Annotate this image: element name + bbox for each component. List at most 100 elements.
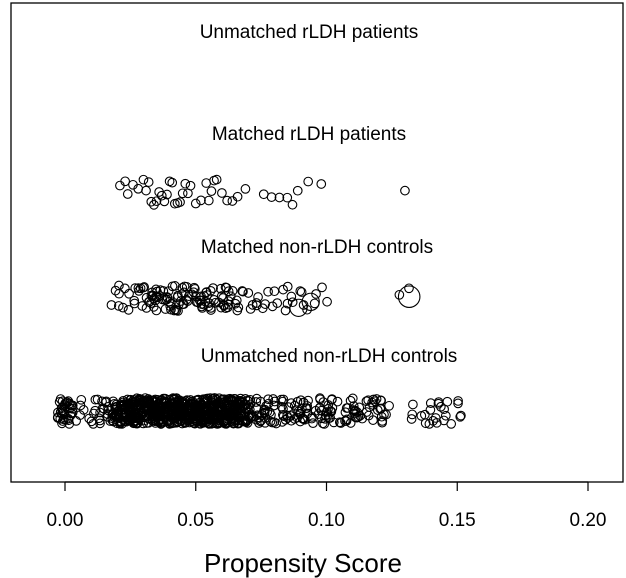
data-point bbox=[384, 400, 394, 411]
data-point bbox=[177, 188, 188, 199]
data-point bbox=[265, 416, 276, 427]
data-point bbox=[127, 401, 138, 412]
data-point bbox=[203, 195, 214, 206]
data-point bbox=[407, 409, 418, 420]
data-point bbox=[282, 281, 293, 292]
data-point bbox=[295, 286, 306, 296]
data-point bbox=[71, 416, 81, 426]
data-point bbox=[211, 174, 222, 185]
data-point bbox=[295, 416, 306, 427]
data-point bbox=[370, 396, 380, 407]
data-point bbox=[278, 404, 288, 414]
data-point bbox=[255, 416, 266, 427]
data-point bbox=[323, 404, 333, 414]
data-point bbox=[208, 283, 218, 293]
data-point bbox=[173, 290, 183, 301]
data-point bbox=[151, 196, 162, 207]
data-point bbox=[332, 396, 343, 407]
data-point bbox=[376, 411, 387, 422]
data-point bbox=[196, 195, 206, 206]
data-point bbox=[240, 184, 251, 194]
data-point bbox=[233, 302, 244, 313]
data-point bbox=[196, 301, 207, 312]
data-point bbox=[307, 411, 317, 422]
data-point bbox=[394, 289, 405, 300]
data-point bbox=[435, 401, 446, 412]
data-point bbox=[282, 192, 293, 203]
data-point bbox=[238, 286, 248, 297]
data-point bbox=[296, 287, 307, 297]
data-point bbox=[404, 283, 414, 294]
data-point bbox=[237, 286, 248, 296]
data-point bbox=[316, 179, 327, 189]
data-point bbox=[354, 402, 365, 413]
data-point bbox=[95, 415, 105, 426]
data-point bbox=[146, 196, 157, 207]
data-point bbox=[292, 185, 303, 196]
data-point bbox=[311, 289, 321, 299]
data-point bbox=[260, 299, 271, 309]
data-point bbox=[256, 415, 267, 426]
data-point bbox=[328, 417, 339, 428]
data-point bbox=[303, 176, 314, 187]
data-point bbox=[180, 178, 191, 189]
data-point bbox=[118, 302, 128, 313]
data-point bbox=[269, 400, 279, 411]
data-point bbox=[263, 394, 274, 405]
data-point bbox=[456, 410, 466, 421]
data-point bbox=[442, 396, 453, 407]
data-point bbox=[170, 304, 181, 315]
data-point bbox=[115, 418, 125, 429]
data-point bbox=[446, 419, 457, 429]
data-point bbox=[309, 298, 320, 309]
data-point bbox=[406, 414, 417, 424]
data-point bbox=[122, 189, 133, 199]
data-point bbox=[165, 417, 176, 427]
group-label-unmatched-rldh-patients: Unmatched rLDH patients bbox=[200, 22, 419, 43]
data-point bbox=[190, 198, 201, 209]
data-point bbox=[220, 303, 231, 314]
data-point bbox=[301, 292, 320, 312]
x-tick-label: 0.10 bbox=[308, 510, 345, 531]
data-points-layer bbox=[52, 174, 466, 429]
data-point bbox=[397, 285, 421, 309]
data-point bbox=[129, 295, 140, 306]
data-point bbox=[92, 394, 103, 405]
data-point bbox=[349, 408, 360, 419]
data-point bbox=[64, 398, 75, 409]
data-point bbox=[139, 282, 150, 292]
data-point bbox=[235, 396, 246, 407]
data-point bbox=[159, 196, 170, 207]
data-point bbox=[455, 411, 466, 422]
data-point bbox=[218, 293, 228, 303]
data-point bbox=[113, 301, 124, 311]
data-point bbox=[453, 398, 463, 409]
data-point bbox=[347, 393, 358, 404]
data-point bbox=[266, 192, 277, 202]
data-point bbox=[236, 407, 247, 417]
data-point bbox=[97, 396, 107, 407]
data-point bbox=[372, 405, 383, 415]
data-point bbox=[274, 192, 285, 203]
data-point bbox=[138, 174, 149, 185]
data-point bbox=[141, 185, 151, 196]
x-axis: 0.00 0.05 0.10 0.15 0.20 bbox=[47, 481, 606, 531]
data-point bbox=[175, 197, 185, 207]
data-point bbox=[283, 412, 293, 423]
data-point bbox=[110, 285, 121, 296]
data-point bbox=[164, 296, 174, 307]
data-point bbox=[302, 403, 312, 414]
data-point bbox=[152, 286, 162, 297]
data-point bbox=[320, 413, 330, 424]
data-point bbox=[144, 297, 154, 307]
data-point bbox=[167, 177, 178, 188]
data-point bbox=[235, 405, 246, 416]
group-label-matched-rldh-patients: Matched rLDH patients bbox=[212, 124, 406, 145]
data-point bbox=[379, 409, 389, 420]
data-point bbox=[416, 411, 427, 421]
data-point bbox=[201, 178, 212, 188]
data-point bbox=[295, 395, 306, 406]
data-point bbox=[106, 300, 117, 310]
data-point bbox=[433, 398, 444, 409]
data-point bbox=[269, 417, 280, 428]
